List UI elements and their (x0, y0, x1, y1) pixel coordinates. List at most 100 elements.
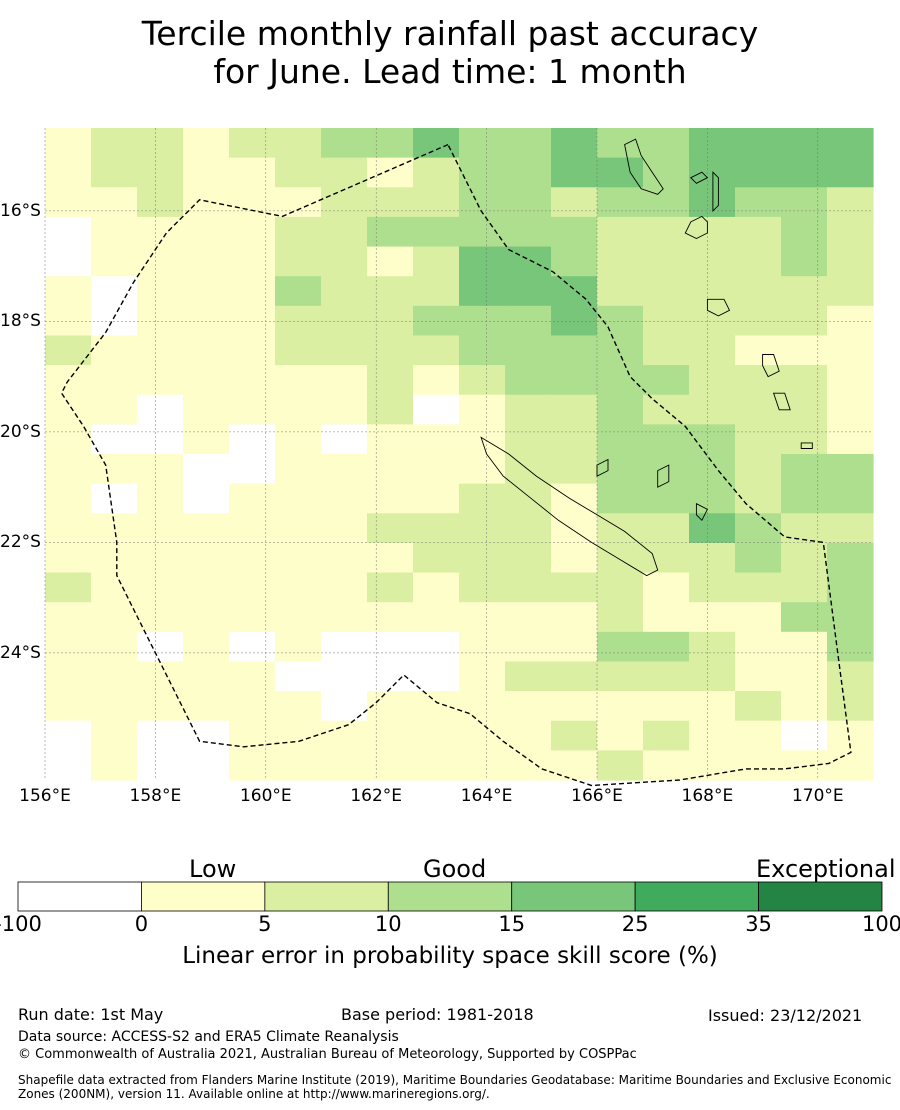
skill-cell (275, 572, 322, 603)
skill-cell (597, 750, 644, 781)
skill-cell (735, 157, 782, 188)
skill-cell (183, 720, 230, 751)
skill-cell (91, 454, 138, 485)
skill-cell (781, 365, 828, 396)
skill-cell (413, 602, 460, 633)
skill-cell (413, 542, 460, 574)
skill-cell (183, 750, 230, 781)
skill-cell (551, 424, 598, 455)
skill-cell (597, 128, 644, 159)
skill-cell (229, 750, 276, 781)
skill-cell (321, 542, 368, 574)
skill-cell (735, 454, 782, 485)
skill-cell (183, 631, 230, 663)
skill-cell (367, 483, 414, 514)
skill-cell (459, 394, 506, 425)
island-outline (695, 502, 709, 522)
skill-cell (551, 157, 598, 188)
island-outline (772, 392, 791, 411)
skill-cell (413, 187, 460, 218)
skill-cell (643, 631, 690, 663)
skill-cell (735, 394, 782, 425)
skill-cell (321, 335, 368, 366)
skill-cell (321, 483, 368, 514)
skill-cell (413, 216, 460, 248)
skill-cell (735, 661, 782, 692)
skill-cell (643, 513, 690, 544)
skill-cell (643, 661, 690, 692)
colorbar-swatch (387, 881, 513, 912)
skill-cell (597, 276, 644, 307)
skill-cell (91, 305, 138, 337)
skill-cell (643, 750, 690, 781)
skill-cell (827, 216, 874, 248)
skill-cell (459, 691, 506, 722)
skill-cell (827, 128, 874, 159)
run-date: Run date: 1st May (18, 1005, 164, 1024)
skill-cell (781, 128, 828, 159)
island-outline (712, 171, 719, 212)
latitude-tick-label: 16°S (0, 200, 41, 221)
skill-cell (413, 424, 460, 455)
skill-cell (91, 394, 138, 425)
skill-cell (229, 513, 276, 544)
skill-cell (229, 216, 276, 248)
skill-cell (597, 246, 644, 277)
skill-cell (781, 720, 828, 751)
skill-cell (91, 720, 138, 751)
skill-cell (597, 691, 644, 722)
skill-cell (183, 661, 230, 692)
skill-cell (597, 661, 644, 692)
skill-cell (551, 335, 598, 366)
island-outline (684, 215, 708, 240)
skill-cell (45, 246, 92, 277)
skill-cell (183, 187, 230, 218)
skill-cell (367, 128, 414, 159)
colorbar-tick-label: 35 (745, 912, 772, 936)
skill-cell (597, 365, 644, 396)
skill-cell (91, 216, 138, 248)
skill-cell (275, 661, 322, 692)
skill-cell (45, 631, 92, 663)
skill-cell (183, 513, 230, 544)
skill-cell (505, 513, 552, 544)
skill-cell (45, 661, 92, 692)
skill-cell (321, 305, 368, 337)
skill-cell (735, 305, 782, 337)
skill-cell (367, 305, 414, 337)
skill-cell (367, 631, 414, 663)
skill-cell (551, 661, 598, 692)
skill-cell (643, 128, 690, 159)
skill-cell (229, 602, 276, 633)
skill-cell (505, 542, 552, 574)
skill-cell (321, 276, 368, 307)
latitude-tick-label: 24°S (0, 642, 41, 663)
skill-cell (91, 424, 138, 455)
skill-cell (643, 157, 690, 188)
legend-category-good: Good (423, 855, 487, 883)
skill-cell (367, 602, 414, 633)
skill-cell (45, 750, 92, 781)
skill-cell (91, 750, 138, 781)
skill-cell (321, 454, 368, 485)
skill-cell (229, 305, 276, 337)
skill-cell (505, 276, 552, 307)
skill-cell (275, 216, 322, 248)
skill-cell (275, 750, 322, 781)
skill-cell (781, 750, 828, 781)
skill-cell (321, 602, 368, 633)
skill-cell (689, 276, 736, 307)
skill-cell (183, 128, 230, 159)
skill-cell (229, 454, 276, 485)
skill-cell (91, 542, 138, 574)
colorbar-tick-label: 25 (621, 912, 649, 936)
skill-cell (45, 394, 92, 425)
skill-cell (137, 661, 184, 692)
skill-cell (275, 394, 322, 425)
skill-cell (229, 394, 276, 425)
skill-cell (183, 365, 230, 396)
skill-cell (321, 750, 368, 781)
skill-cell (183, 691, 230, 722)
skill-cell (275, 276, 322, 307)
skill-cell (137, 691, 184, 722)
